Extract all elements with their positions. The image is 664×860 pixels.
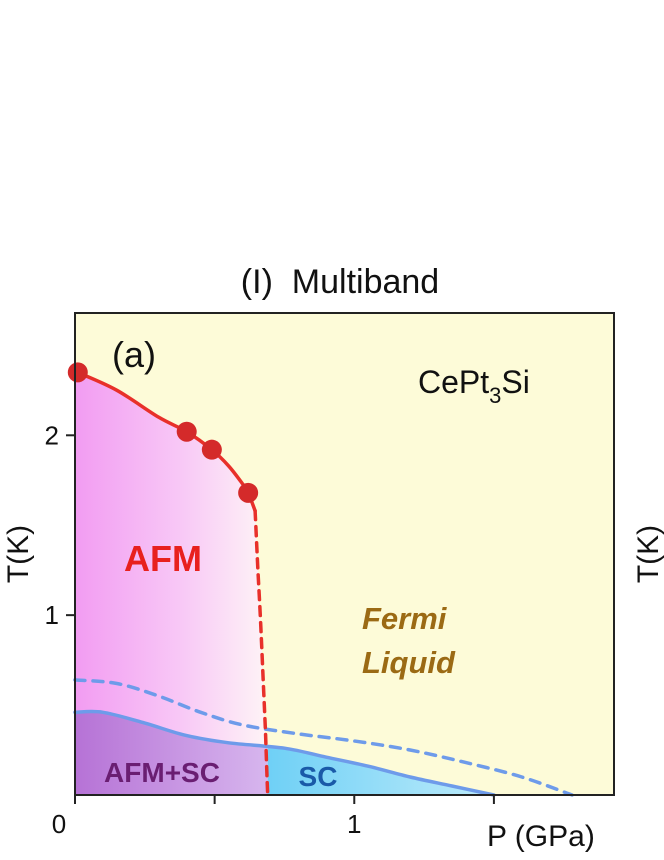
chart-title: (I) Multiband <box>241 263 439 301</box>
tc-solid-line <box>73 709 496 797</box>
y-tick-label: 1 <box>45 600 59 630</box>
material-subscript: 3 <box>489 383 501 408</box>
neel-data-point <box>176 421 197 442</box>
sc-label: SC <box>299 761 338 792</box>
afm-label: AFM <box>124 538 202 579</box>
x-tick-label: 1 <box>347 809 361 839</box>
x-axis-label: P (GPa) <box>487 820 595 853</box>
tick-layer: 0 1 1 2 <box>45 420 495 839</box>
afm-sc-label: AFM+SC <box>104 757 220 788</box>
liquid-label: Liquid <box>362 645 456 680</box>
neel-data-point <box>238 482 259 503</box>
material-base: CePt <box>418 364 489 400</box>
y-tick-label: 2 <box>45 420 59 450</box>
panel-label: (a) <box>112 334 156 375</box>
y-axis-label: T(K) <box>2 525 35 583</box>
plot-frame <box>74 312 615 796</box>
tc-dashed-line <box>73 678 574 797</box>
material-tail: Si <box>501 364 529 400</box>
side-panel-ylabel: T(K) <box>632 525 664 583</box>
series-layer <box>67 362 574 797</box>
x-tick-label: 0 <box>52 809 66 839</box>
neel-dashed-line <box>253 509 270 797</box>
afm-region <box>75 372 268 795</box>
afm-sc-region <box>75 712 268 795</box>
neel-data-point <box>201 439 222 460</box>
fermi-label: Fermi <box>362 601 448 636</box>
neel-data-point <box>67 362 88 383</box>
material-label: CePt3Si <box>418 364 530 408</box>
